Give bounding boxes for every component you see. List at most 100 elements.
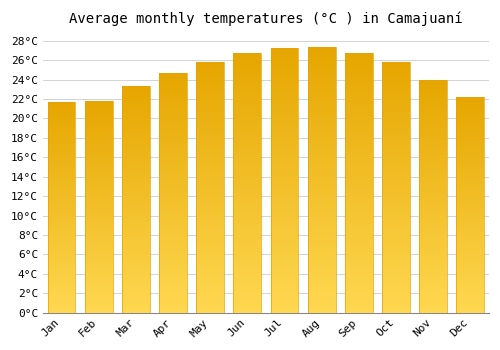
Bar <box>159 178 187 183</box>
Bar <box>345 188 373 193</box>
Bar <box>85 194 112 198</box>
Bar <box>122 91 150 95</box>
Bar <box>345 79 373 84</box>
Bar <box>419 183 447 187</box>
Bar <box>308 117 336 122</box>
Bar <box>159 274 187 279</box>
Bar <box>456 97 484 313</box>
Bar <box>122 199 150 204</box>
Bar <box>196 82 224 87</box>
Bar <box>270 128 298 133</box>
Bar <box>456 201 484 205</box>
Bar <box>48 131 76 135</box>
Bar <box>234 297 262 302</box>
Bar <box>122 86 150 91</box>
Bar <box>308 297 336 302</box>
Bar <box>159 116 187 121</box>
Bar <box>456 252 484 257</box>
Bar <box>48 178 76 182</box>
Bar <box>159 92 187 97</box>
Bar <box>345 64 373 69</box>
Bar <box>122 267 150 272</box>
Bar <box>382 127 410 132</box>
Bar <box>308 223 336 228</box>
Bar <box>345 224 373 230</box>
Bar <box>382 77 410 82</box>
Bar <box>308 175 336 180</box>
Bar <box>122 136 150 141</box>
Bar <box>196 193 224 197</box>
Bar <box>234 58 262 64</box>
Bar <box>85 236 112 241</box>
Bar <box>419 197 447 201</box>
Bar <box>382 137 410 142</box>
Bar <box>234 167 262 173</box>
Bar <box>345 250 373 256</box>
Bar <box>196 92 224 97</box>
Bar <box>308 69 336 74</box>
Bar <box>308 148 336 154</box>
Bar <box>48 153 76 157</box>
Bar <box>48 110 76 114</box>
Bar <box>270 281 298 286</box>
Bar <box>456 218 484 222</box>
Bar <box>234 245 262 250</box>
Bar <box>382 187 410 192</box>
Bar <box>270 244 298 249</box>
Bar <box>419 303 447 308</box>
Bar <box>85 198 112 203</box>
Bar <box>456 257 484 261</box>
Bar <box>456 153 484 158</box>
Bar <box>308 265 336 270</box>
Bar <box>270 122 298 128</box>
Bar <box>48 195 76 199</box>
Bar <box>234 287 262 292</box>
Bar <box>308 233 336 238</box>
Bar <box>345 235 373 240</box>
Bar <box>122 222 150 227</box>
Bar <box>382 132 410 137</box>
Bar <box>122 258 150 263</box>
Bar <box>48 114 76 119</box>
Bar <box>270 175 298 181</box>
Bar <box>270 149 298 154</box>
Bar <box>48 190 76 195</box>
Bar <box>456 205 484 209</box>
Bar <box>234 261 262 266</box>
Bar <box>159 97 187 102</box>
Bar <box>456 261 484 265</box>
Bar <box>270 154 298 159</box>
Bar <box>270 233 298 239</box>
Bar <box>196 72 224 77</box>
Bar <box>308 48 336 53</box>
Bar <box>345 261 373 266</box>
Bar <box>456 119 484 123</box>
Bar <box>345 287 373 292</box>
Bar <box>456 166 484 170</box>
Bar <box>196 187 224 192</box>
Bar <box>270 254 298 260</box>
Bar <box>85 249 112 253</box>
Bar <box>159 126 187 130</box>
Bar <box>345 219 373 224</box>
Bar <box>159 73 187 313</box>
Bar <box>159 111 187 116</box>
Bar <box>234 266 262 271</box>
Bar <box>382 172 410 177</box>
Bar <box>196 247 224 252</box>
Bar <box>308 154 336 159</box>
Bar <box>196 208 224 212</box>
Bar <box>270 186 298 191</box>
Bar <box>196 87 224 92</box>
Bar <box>159 164 187 169</box>
Bar <box>382 142 410 147</box>
Bar <box>382 82 410 87</box>
Bar <box>48 127 76 131</box>
Bar <box>382 262 410 267</box>
Bar <box>48 157 76 161</box>
Bar <box>196 308 224 313</box>
Bar <box>234 240 262 245</box>
Bar <box>122 141 150 145</box>
Bar <box>308 159 336 164</box>
Bar <box>456 270 484 274</box>
